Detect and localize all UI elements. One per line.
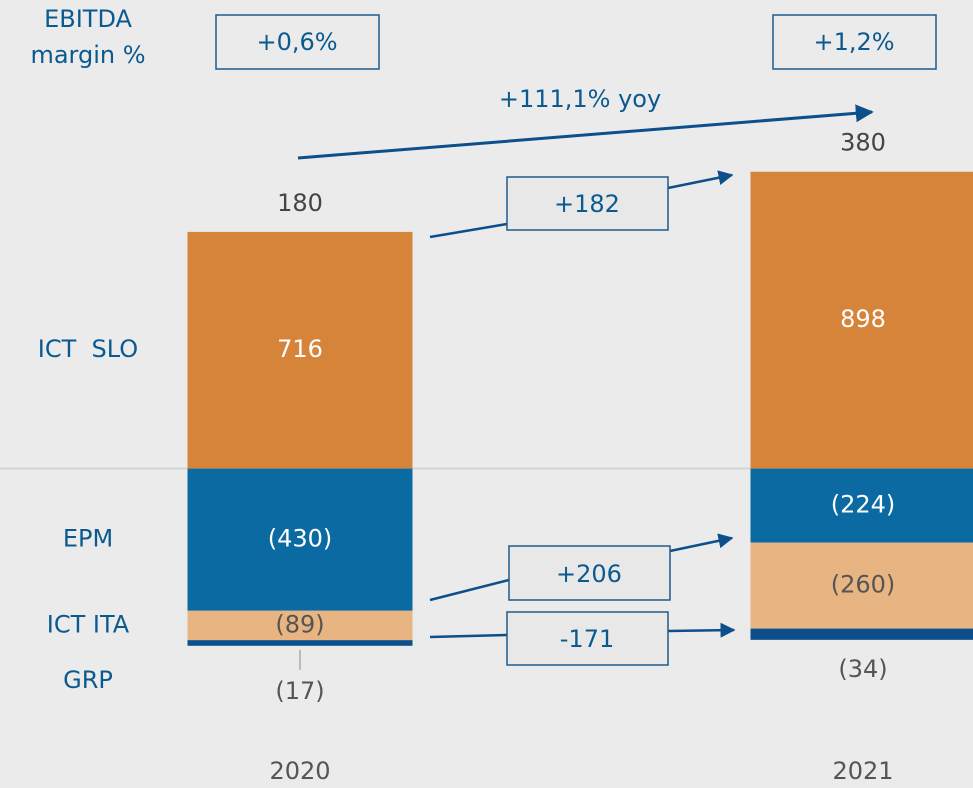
bridge-label: +182: [554, 190, 620, 218]
value-label: (17): [275, 677, 324, 705]
bridge-arrow: [667, 170, 734, 190]
bar-segment: [187, 468, 413, 611]
total-label: 380: [840, 129, 886, 157]
bar-segment: [187, 610, 413, 641]
value-label: (260): [831, 571, 896, 599]
bridge-line: [429, 222, 508, 239]
bridge-box: [508, 545, 671, 601]
bridge-box: [506, 176, 669, 231]
bridge-label: +206: [556, 560, 622, 588]
bar-segment: [750, 468, 973, 543]
value-label: 898: [840, 305, 886, 333]
bar-segment: [750, 628, 973, 640]
value-label: (34): [838, 655, 887, 683]
bar-segment: [750, 171, 973, 469]
total-label: 180: [277, 189, 323, 217]
bridge-line: [429, 578, 510, 602]
series-label: ICT ITA: [47, 610, 130, 638]
margin-box: [215, 14, 380, 70]
margin-value: +0,6%: [256, 28, 337, 56]
yoy-arrow: [297, 104, 874, 160]
series-label: GRP: [63, 666, 113, 694]
value-label: (89): [275, 610, 324, 638]
bar-segment: [750, 542, 973, 629]
series-label: ICT SLO: [38, 335, 138, 363]
margin-title: EBITDA: [44, 5, 132, 33]
x-tick-label: 2020: [269, 757, 330, 785]
value-label: (224): [831, 491, 896, 519]
bridge-arrow: [667, 622, 736, 638]
margin-title: margin %: [30, 41, 145, 69]
margin-value: +1,2%: [813, 28, 894, 56]
series-label: EPM: [63, 525, 113, 553]
value-label: 716: [277, 335, 323, 363]
x-tick-label: 2021: [832, 757, 893, 785]
value-label: (430): [268, 525, 333, 553]
bridge-line: [429, 633, 508, 639]
yoy-label: +111,1% yoy: [499, 85, 661, 113]
margin-box: [772, 14, 937, 70]
bridge-arrow: [669, 533, 734, 553]
bar-segment: [187, 640, 413, 646]
bridge-box: [506, 611, 669, 666]
bridge-label: -171: [560, 625, 614, 653]
bar-segment: [187, 231, 413, 469]
